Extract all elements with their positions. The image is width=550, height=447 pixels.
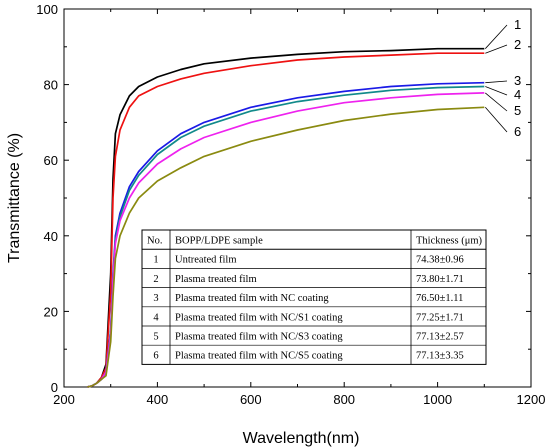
table-cell-thickness: 74.38±0.96 (416, 255, 464, 266)
table-cell-sample: Plasma treated film (175, 274, 257, 285)
table-cell-thickness: 76.50±1.11 (416, 293, 463, 304)
table-cell-no: 5 (153, 332, 158, 343)
y-tick-label: 60 (44, 153, 58, 168)
table-cell-sample: Plasma treated film with NC/S5 coating (175, 351, 343, 362)
table-cell-no: 6 (153, 351, 158, 362)
curve-label-leader-3 (485, 80, 508, 84)
x-tick-label: 600 (240, 392, 262, 407)
legend-table: No. BOPP/LDPE sample Thickness (μm) 1 Untrea… (141, 229, 487, 365)
table-cell-no: 1 (153, 255, 158, 266)
x-tick-label: 1000 (423, 392, 452, 407)
table-cell-no: 4 (153, 312, 159, 323)
curve-labels: 1 2 345 6 (484, 17, 521, 139)
table-frame (141, 229, 487, 365)
curve-label-leader-2 (485, 44, 508, 54)
curve-label-1: 1 (514, 17, 521, 32)
series-layer (87, 47, 485, 388)
curve-label-leader-5 (485, 92, 508, 112)
curve-label-3: 3 (514, 73, 521, 88)
x-tick-label: 400 (147, 392, 169, 407)
table-cell-sample: Plasma treated film with NC/S1 coating (175, 312, 343, 323)
x-tick-label: 200 (53, 392, 75, 407)
table-cell-thickness: 77.25±1.71 (416, 312, 464, 323)
table-cell-thickness: 77.13±2.57 (416, 332, 464, 343)
y-axis-title: Transmittance (%) (6, 133, 23, 263)
x-axis-title: Wavelength(nm) (243, 430, 360, 447)
curve-label-leader-6 (484, 107, 508, 133)
y-tick-label: 40 (44, 229, 58, 244)
table-header-thickness: Thickness (μm) (416, 236, 482, 247)
curve-label-6: 6 (514, 124, 521, 139)
table-header-no: No. (147, 236, 162, 247)
table-cell-thickness: 77.13±3.35 (416, 351, 464, 362)
series-line-6 (87, 106, 485, 388)
table-cell-no: 3 (153, 293, 158, 304)
curve-label-2: 2 (514, 37, 521, 52)
curve-label-leader-1 (485, 24, 508, 49)
table-cell-sample: Plasma treated film with NC/S3 coating (175, 332, 343, 343)
table-cell-sample: Plasma treated film with NC coating (175, 293, 329, 304)
x-tick-label: 800 (333, 392, 355, 407)
table-cell-sample: Untreated film (175, 255, 237, 266)
curve-label-4: 4 (514, 87, 521, 102)
y-tick-label: 100 (36, 2, 58, 17)
table-cell-thickness: 73.80±1.71 (416, 274, 464, 285)
series-line-2 (87, 52, 485, 388)
curve-label-5: 5 (514, 103, 521, 118)
y-tick-label: 0 (51, 380, 58, 395)
y-tick-label: 20 (44, 304, 58, 319)
x-tick-label: 1200 (517, 392, 546, 407)
curve-label-leader-4 (485, 86, 508, 96)
y-tick-label: 80 (44, 78, 58, 93)
table-cell-no: 2 (153, 274, 158, 285)
table-header-sample: BOPP/LDPE sample (175, 236, 263, 247)
axes: 200 400 600 800 1000 1200 0 20 40 60 80 100 (36, 2, 545, 407)
